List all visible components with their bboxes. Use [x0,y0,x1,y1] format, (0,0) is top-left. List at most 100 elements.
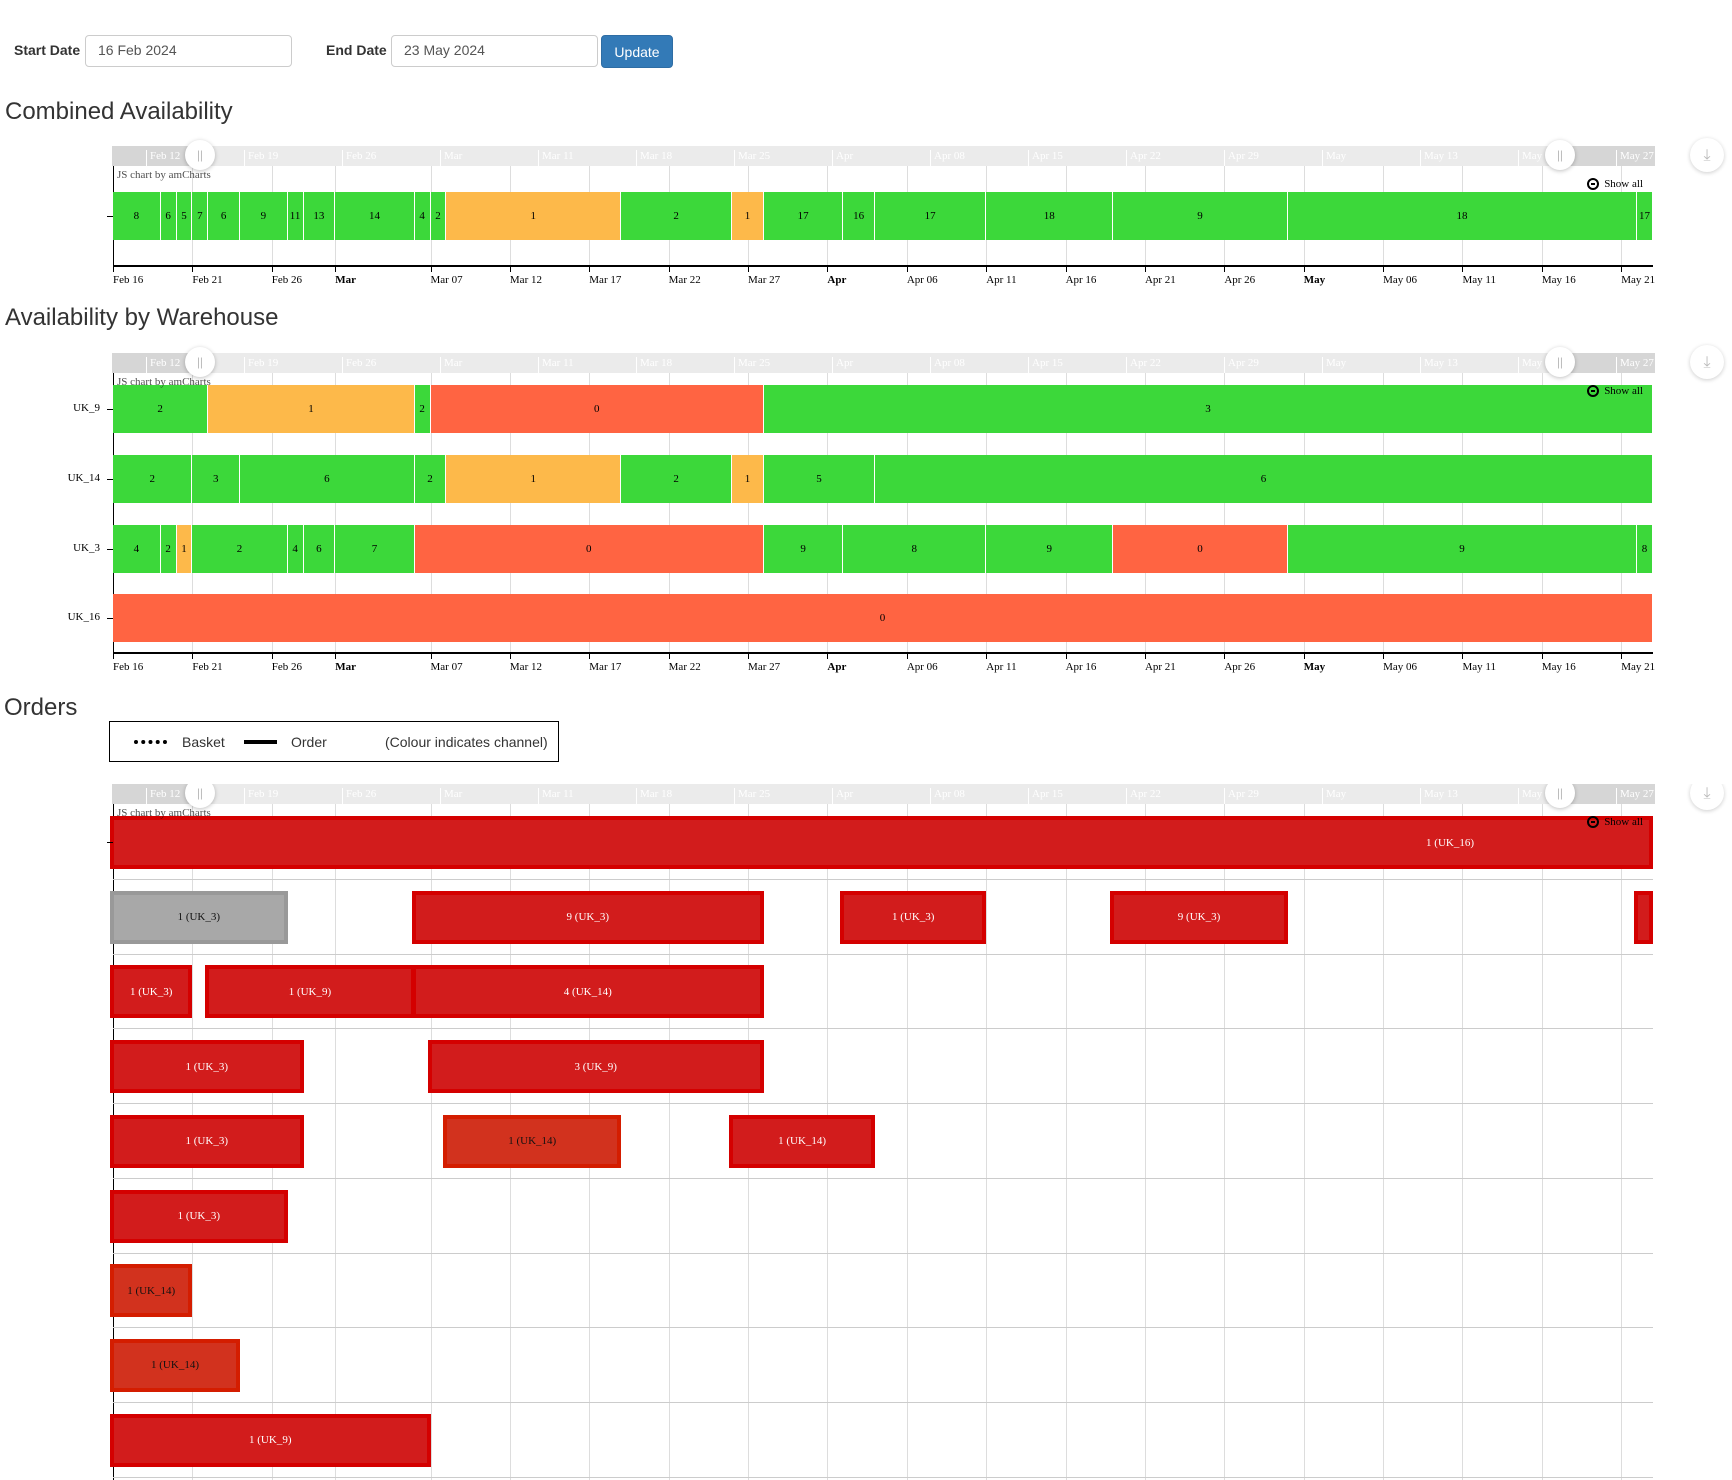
availability-segment-combined[interactable]: 2 [430,192,447,240]
availability-segment-combined[interactable]: 5 [176,192,193,240]
availability-segment-UK_3[interactable]: 1 [176,525,193,573]
order-bar[interactable]: 1 (UK_3) [110,965,193,1019]
scrollbar-left-grip[interactable]: || [185,347,215,377]
availability-segment-UK_3[interactable]: 8 [1637,525,1653,573]
availability-segment-combined[interactable]: 1 [446,192,622,240]
availability-segment-combined[interactable]: 4 [414,192,431,240]
availability-segment-UK_14[interactable]: 6 [240,455,415,503]
order-bar[interactable]: 1 (UK_9) [110,1413,431,1467]
availability-segment-UK_3[interactable]: 0 [414,525,764,573]
order-bar[interactable]: 9 (UK_3) [1110,890,1288,944]
download-icon[interactable]: ⤓ [1690,138,1724,172]
scrollbar-date-label: Apr 15 [1028,788,1063,804]
availability-segment-combined[interactable]: 7 [192,192,209,240]
show-all-button[interactable]: Show all [1587,178,1643,190]
show-all-button[interactable]: Show all [1587,816,1643,828]
order-bar[interactable]: 3 (UK_9) [427,1040,764,1094]
start-date-label: Start Date [14,42,81,58]
order-bar[interactable]: 1 (UK_14) [729,1114,876,1168]
x-tick-label: Apr 16 [1065,661,1097,673]
availability-segment-UK_9[interactable]: 1 [208,385,415,433]
availability-segment-UK_3[interactable]: 8 [843,525,987,573]
availability-segment-combined[interactable]: 18 [1287,192,1638,240]
order-bar[interactable]: 1 (UK_9) [205,965,415,1019]
availability-segment-combined[interactable]: 6 [160,192,177,240]
availability-segment-combined[interactable]: 8 [113,192,161,240]
gridline [335,804,337,1480]
scrollbar-left-grip[interactable]: || [185,140,215,170]
amcharts-credit[interactable]: JS chart by amCharts [117,169,211,181]
availability-segment-UK_9[interactable]: 0 [430,385,764,433]
warehouse-availability-heading: Availability by Warehouse [5,304,279,331]
availability-segment-combined[interactable]: 16 [843,192,876,240]
basket-bar[interactable]: 1 (UK_3) [110,890,288,944]
availability-segment-UK_14[interactable]: 2 [414,455,447,503]
start-date-input[interactable]: 16 Feb 2024 [85,35,292,67]
availability-segment-combined[interactable]: 6 [208,192,240,240]
order-bar[interactable]: 1 (UK_3) [110,1189,288,1243]
availability-segment-UK_3[interactable]: 7 [335,525,415,573]
availability-segment-UK_9[interactable]: 3 [763,385,1653,433]
availability-segment-UK_14[interactable]: 2 [621,455,733,503]
availability-segment-combined[interactable]: 13 [303,192,336,240]
availability-segment-combined[interactable]: 11 [287,192,304,240]
availability-segment-combined[interactable]: 1 [732,192,764,240]
order-bar[interactable]: 1 (UK_14) [443,1114,622,1168]
availability-segment-UK_3[interactable]: 4 [113,525,161,573]
amcharts-credit[interactable]: JS chart by amCharts [117,376,211,388]
scrollbar-right-grip[interactable]: || [1545,784,1575,808]
scrollbar-right-grip[interactable]: || [1545,140,1575,170]
order-bar[interactable]: 1 (UK_3) [840,890,987,944]
availability-segment-combined[interactable]: 14 [335,192,415,240]
availability-segment-combined[interactable]: 17 [763,192,844,240]
order-bar[interactable]: 1 (UK_16) [110,816,1653,869]
availability-segment-UK_14[interactable]: 6 [875,455,1653,503]
availability-segment-UK_3[interactable]: 6 [303,525,336,573]
update-button[interactable]: Update [601,35,673,68]
x-tick-mark [748,267,750,272]
order-bar[interactable]: 9 (UK_3) [411,890,764,944]
availability-segment-combined[interactable]: 17 [875,192,987,240]
order-bar[interactable]: 1 (UK_3) [110,1114,304,1168]
availability-segment-UK_3[interactable]: 9 [986,525,1114,573]
chart-scrollbar[interactable]: Feb 12 Feb 19 Feb 26 Mar Mar 11 Mar 18 Mar 25 A… [112,784,1655,808]
download-icon[interactable]: ⤓ [1690,784,1724,810]
availability-segment-UK_14[interactable]: 2 [113,455,193,503]
scrollbar-date-label: Apr 22 [1126,788,1161,804]
order-bar[interactable]: 1 (UK_14) [110,1264,193,1318]
availability-segment-UK_3[interactable]: 2 [160,525,177,573]
availability-segment-combined[interactable]: 17 [1637,192,1653,240]
amcharts-credit[interactable]: JS chart by amCharts [117,807,211,819]
end-date-input[interactable]: 23 May 2024 [391,35,598,67]
availability-segment-UK_16[interactable]: 0 [113,594,1653,642]
order-bar[interactable]: 1 (UK_3) [110,1040,304,1094]
show-all-button[interactable]: Show all [1587,385,1643,397]
availability-segment-UK_9[interactable]: 2 [113,385,209,433]
x-tick-label: May 06 [1383,661,1418,673]
chart-scrollbar[interactable]: Feb 12 Feb 19 Feb 26 Mar Mar 11 Mar 18 Mar 25 A… [112,140,1655,170]
availability-segment-UK_14[interactable]: 5 [763,455,876,503]
scrollbar-date-label: Feb 26 [342,150,376,166]
availability-segment-UK_9[interactable]: 2 [414,385,431,433]
availability-segment-UK_3[interactable]: 9 [763,525,844,573]
x-tick-label: May 16 [1541,661,1576,673]
availability-segment-combined[interactable]: 9 [240,192,288,240]
x-tick-mark [589,654,591,659]
chart-scrollbar[interactable]: Feb 12 Feb 19 Feb 26 Mar Mar 11 Mar 18 Mar 25 A… [112,347,1655,377]
availability-segment-UK_14[interactable]: 1 [446,455,622,503]
scrollbar-right-grip[interactable]: || [1545,347,1575,377]
scrollbar-left-grip[interactable]: || [185,784,215,808]
order-bar[interactable] [1634,890,1653,944]
availability-segment-UK_3[interactable]: 0 [1113,525,1288,573]
availability-segment-UK_3[interactable]: 9 [1287,525,1638,573]
download-icon[interactable]: ⤓ [1690,345,1724,379]
availability-segment-UK_14[interactable]: 3 [192,455,240,503]
availability-segment-UK_14[interactable]: 1 [732,455,764,503]
order-bar[interactable]: 1 (UK_14) [110,1338,240,1392]
order-bar[interactable]: 4 (UK_14) [411,965,764,1019]
availability-segment-UK_3[interactable]: 2 [192,525,288,573]
availability-segment-combined[interactable]: 9 [1113,192,1288,240]
availability-segment-combined[interactable]: 2 [621,192,733,240]
availability-segment-combined[interactable]: 18 [986,192,1114,240]
availability-segment-UK_3[interactable]: 4 [287,525,304,573]
